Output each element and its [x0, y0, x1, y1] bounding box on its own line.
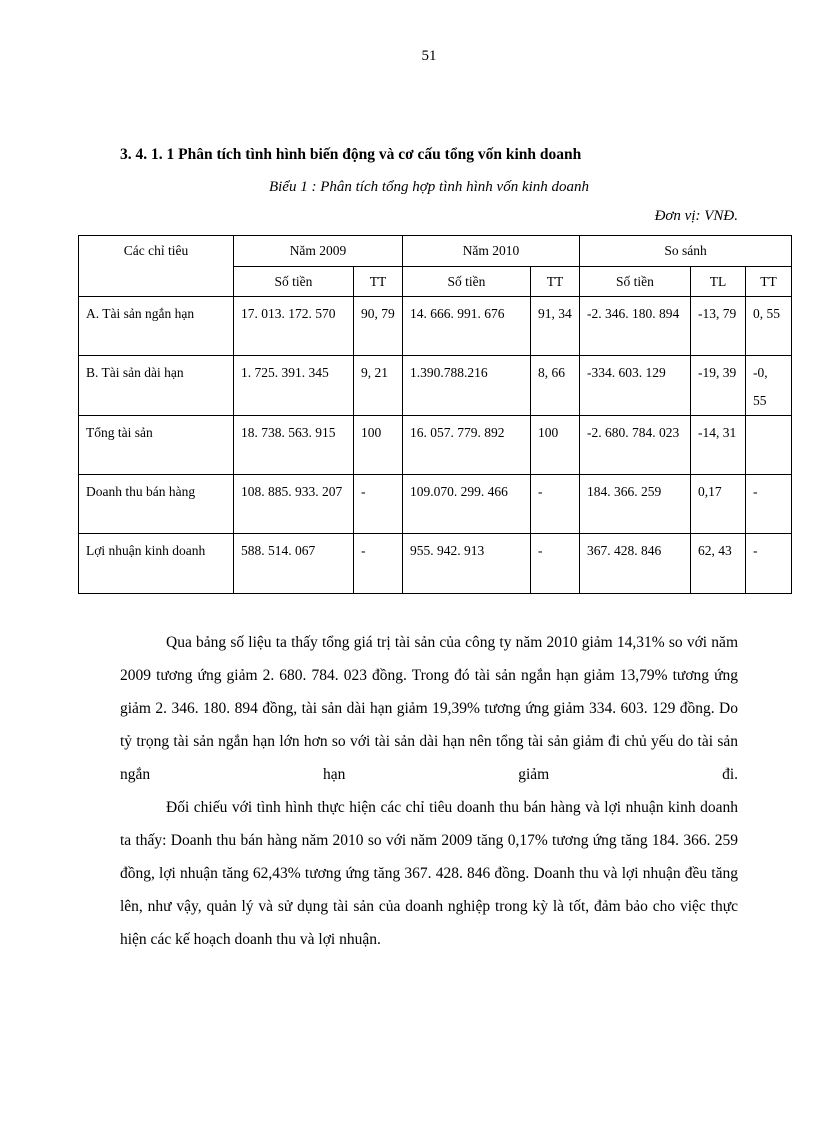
value-cell: - [744, 474, 793, 534]
value-cell: 367. 428. 846 [579, 533, 691, 594]
table-row-short-term-assets: A. Tài sản ngắn hạn 17. 013. 172. 570 90… [78, 296, 793, 356]
row-label: Doanh thu bán hàng [78, 474, 234, 534]
value-cell: -0, 55 [744, 355, 793, 416]
value-cell: -2. 680. 784. 023 [579, 415, 691, 475]
value-cell: -14, 31 [690, 415, 746, 475]
column-header-amount-2009: Số tiền [233, 266, 354, 297]
column-group-2009: Năm 2009 [233, 235, 403, 267]
value-cell: - [530, 474, 580, 534]
value-cell: 91, 34 [530, 296, 580, 356]
table-row-total-assets: Tổng tài sản 18. 738. 563. 915 100 16. 0… [78, 415, 793, 475]
value-cell: 1.390.788.216 [402, 355, 531, 416]
row-label: Lợi nhuận kinh doanh [78, 533, 234, 594]
column-header-amount-compare: Số tiền [579, 266, 691, 297]
row-label: A. Tài sản ngắn hạn [78, 296, 234, 356]
unit-label: Đơn vị: VNĐ. [654, 208, 738, 224]
value-cell: 955. 942. 913 [402, 533, 531, 594]
value-cell: 588. 514. 067 [233, 533, 354, 594]
column-header-tt-compare: TT [744, 266, 793, 297]
value-cell: -334. 603. 129 [579, 355, 691, 416]
value-cell: -13, 79 [690, 296, 746, 356]
value-cell [744, 415, 793, 475]
value-cell: 16. 057. 779. 892 [402, 415, 531, 475]
value-cell: 90, 79 [353, 296, 403, 356]
table-row-long-term-assets: B. Tài sản dài hạn 1. 725. 391. 345 9, 2… [78, 355, 793, 416]
column-header-tt-2010: TT [530, 266, 580, 297]
row-label: Tổng tài sản [78, 415, 234, 475]
header-sub-row: Số tiền TT Số tiền TT Số tiền TL TT [79, 266, 793, 297]
value-cell: 100 [353, 415, 403, 475]
value-cell: 184. 366. 259 [579, 474, 691, 534]
value-cell: 9, 21 [353, 355, 403, 416]
column-group-compare: So sánh [578, 235, 793, 267]
value-cell: 8, 66 [530, 355, 580, 416]
value-cell: 1. 725. 391. 345 [233, 355, 354, 416]
column-header-tt-2009: TT [353, 266, 403, 297]
value-cell: 0, 55 [744, 296, 793, 356]
value-cell: - [744, 533, 793, 594]
column-group-2010: Năm 2010 [402, 235, 580, 267]
value-cell: -2. 346. 180. 894 [579, 296, 691, 356]
paragraph-asset-analysis: Qua bảng số liệu ta thấy tổng giá trị tà… [120, 634, 738, 783]
page-number: 51 [421, 48, 437, 64]
value-cell: 18. 738. 563. 915 [233, 415, 354, 475]
body-text: Qua bảng số liệu ta thấy tổng giá trị tà… [120, 626, 738, 956]
value-cell: - [530, 533, 580, 594]
value-cell: 100 [530, 415, 580, 475]
capital-analysis-table: Các chỉ tiêu Năm 2009 Năm 2010 So sánh S… [78, 235, 793, 594]
section-heading: 3. 4. 1. 1 Phân tích tình hình biến động… [120, 146, 582, 163]
column-header-tl-compare: TL [690, 266, 746, 297]
value-cell: 108. 885. 933. 207 [233, 474, 354, 534]
paragraph-revenue-profit-analysis: Đối chiếu với tình hình thực hiện các ch… [120, 799, 738, 948]
column-header-amount-2010: Số tiền [402, 266, 531, 297]
value-cell: 14. 666. 991. 676 [402, 296, 531, 356]
value-cell: 17. 013. 172. 570 [233, 296, 354, 356]
table-caption: Biểu 1 : Phân tích tổng hợp tình hình vố… [268, 179, 590, 195]
header-group-row: Các chỉ tiêu Năm 2009 Năm 2010 So sánh [78, 235, 793, 297]
table-row-business-profit: Lợi nhuận kinh doanh 588. 514. 067 - 955… [78, 533, 793, 594]
value-cell: 62, 43 [690, 533, 746, 594]
column-header-criteria: Các chỉ tiêu [78, 235, 234, 297]
value-cell: 109.070. 299. 466 [402, 474, 531, 534]
value-cell: 0,17 [690, 474, 746, 534]
value-cell: -19, 39 [690, 355, 746, 416]
value-cell: - [353, 533, 403, 594]
row-label: B. Tài sản dài hạn [78, 355, 234, 416]
value-cell: - [353, 474, 403, 534]
table-row-sales-revenue: Doanh thu bán hàng 108. 885. 933. 207 - … [78, 474, 793, 534]
